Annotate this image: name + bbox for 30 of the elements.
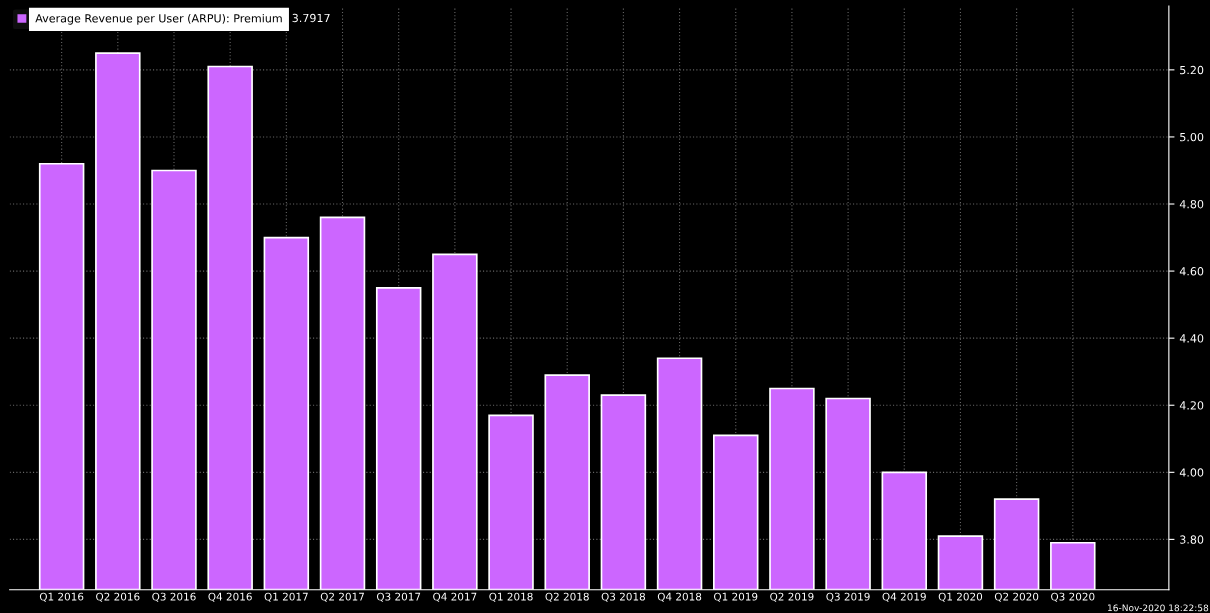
- x-tick-label: Q1 2017: [264, 592, 308, 602]
- x-tick-label: Q4 2016: [208, 592, 252, 602]
- y-tick-label: 4.20: [1179, 401, 1204, 410]
- x-tick-label: Q1 2019: [714, 592, 758, 602]
- x-tick-label: Q4 2018: [657, 592, 702, 602]
- y-tick-label: 4.00: [1179, 468, 1204, 477]
- annotation: 3.7917: [292, 13, 330, 23]
- y-tick-label: 4.60: [1179, 267, 1204, 276]
- x-tick-label: Q1 2020: [938, 592, 983, 602]
- x-tick-label: Q1 2018: [489, 592, 533, 602]
- x-tick-label: Q2 2017: [320, 592, 364, 602]
- y-tick-label: 3.80: [1180, 535, 1204, 544]
- x-tick-label: Q2 2020: [994, 592, 1039, 602]
- x-tick-label: Q3 2018: [601, 592, 646, 602]
- x-tick-label: Q2 2018: [545, 592, 589, 602]
- legend-label: Average Revenue per User (ARPU): Premium: [35, 13, 282, 25]
- y-tick-label: 5.20: [1180, 65, 1204, 75]
- x-tick-label: Q3 2017: [376, 592, 421, 602]
- y-tick-label: 5.00: [1180, 132, 1204, 142]
- x-tick-label: Q2 2019: [770, 592, 814, 602]
- y-tick-label: 4.80: [1179, 199, 1204, 209]
- x-tick-label: Q4 2019: [882, 592, 926, 602]
- text: 16-Nov-2020 18:22:58: [1108, 604, 1209, 612]
- x-tick-label: Q1 2016: [39, 592, 84, 602]
- x-tick-label: Q3 2016: [152, 592, 196, 602]
- x-tick-label: Q3 2020: [1051, 592, 1095, 602]
- x-tick-label: Q2 2016: [96, 592, 140, 602]
- y-tick-label: 4.40: [1179, 334, 1204, 343]
- x-tick-label: Q4 2017: [433, 592, 477, 602]
- x-tick-label: Q3 2019: [826, 592, 870, 602]
